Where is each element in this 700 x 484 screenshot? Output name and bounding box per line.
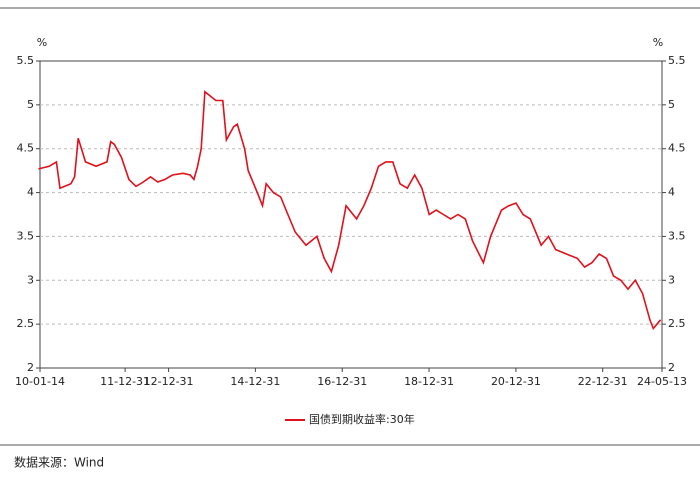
x-tick-label: 20-12-31 — [491, 375, 541, 388]
x-tick-label: 10-01-14 — [15, 375, 65, 388]
y2-tick-label: 5.5 — [668, 54, 686, 67]
data-line — [38, 90, 662, 331]
y-tick-label: 3.5 — [17, 229, 35, 242]
x-tick-label: 16-12-31 — [317, 375, 367, 388]
y-tick-label: 2.5 — [17, 317, 35, 330]
y-tick-label: 5 — [27, 98, 34, 111]
y-tick-label: 3 — [27, 273, 34, 286]
x-tick-label: 22-12-31 — [578, 375, 628, 388]
x-tick-label: 11-12-31 — [100, 375, 150, 388]
legend-label: 国债到期收益率:30年 — [309, 412, 415, 426]
y2-axis-label: % — [653, 36, 663, 49]
x-tick-label: 18-12-31 — [404, 375, 454, 388]
y-tick-label: 4.5 — [17, 142, 35, 155]
y2-tick-label: 5 — [668, 98, 675, 111]
x-tick-label: 24-05-13 — [637, 375, 687, 388]
y-tick-label: 5.5 — [17, 54, 35, 67]
x-tick-label: 14-12-31 — [230, 375, 280, 388]
y2-tick-label: 4.5 — [668, 142, 686, 155]
y2-tick-label: 2 — [668, 361, 675, 374]
source-note: 数据来源：Wind — [14, 455, 104, 470]
plot-frame — [39, 60, 663, 369]
y2-tick-label: 3 — [668, 273, 675, 286]
y2-tick-label: 2.5 — [668, 317, 686, 330]
y-axis-label: % — [37, 36, 47, 49]
x-tick-label: 12-12-31 — [144, 375, 194, 388]
y-tick-label: 2 — [27, 361, 34, 374]
y-tick-label: 4 — [27, 186, 34, 199]
y2-tick-label: 4 — [668, 186, 675, 199]
y2-tick-label: 3.5 — [668, 229, 686, 242]
